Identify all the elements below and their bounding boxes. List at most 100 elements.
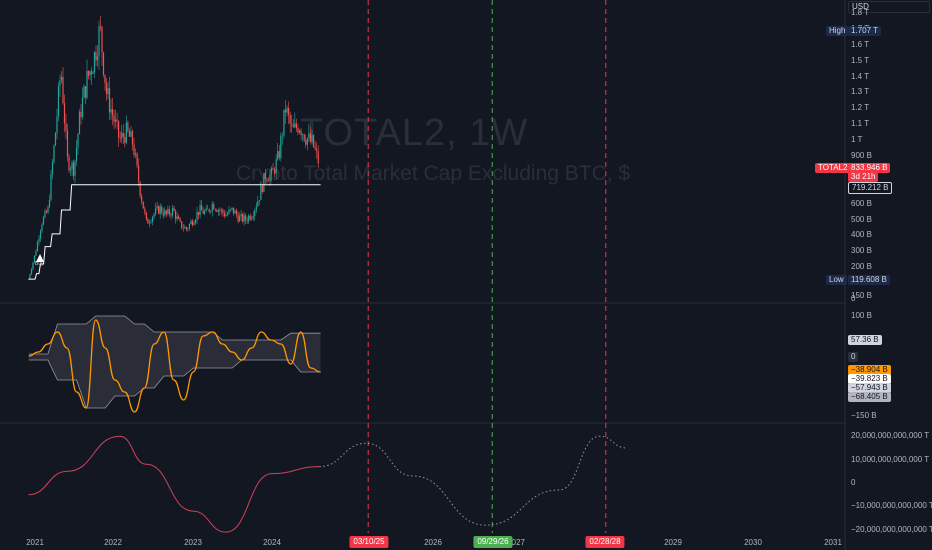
candle-body [156,206,158,209]
candle-body [234,210,236,214]
candle-body [165,210,167,214]
candle-body [191,221,194,226]
watermark-title: TOTAL2, 1W [300,112,529,154]
candle-body [38,238,40,242]
candle-body [164,210,166,216]
price-tick: 500 B [851,214,872,224]
candle-body [267,180,270,182]
candle-body [48,199,51,208]
candle-body [252,216,254,218]
candle-body [196,211,198,220]
candle-body [220,209,222,211]
candle-body [75,147,78,161]
candle-body [283,109,285,136]
candle-body [187,228,189,230]
candle-body [51,162,54,174]
candle-body [197,211,200,215]
candle-body [284,109,287,113]
candle-body [300,130,302,135]
candle-body [125,122,127,143]
candle-body [86,71,88,98]
osc-band-line [28,359,321,409]
candle-body [181,221,183,229]
candle-body [114,119,117,122]
candle-body [150,221,152,223]
candle-body [62,77,64,104]
candle-body [78,111,81,135]
candle-body [107,88,109,94]
candle-body [231,207,233,210]
candle-body [101,26,103,53]
candle-body [281,135,283,136]
candle-body [298,130,301,133]
candle-body [277,151,279,160]
candle-body [216,210,218,212]
candle-body [303,134,305,141]
candle-body [275,159,277,174]
candle-body [39,230,42,239]
candle-body [98,26,100,57]
candle-body [80,111,82,117]
cycle-line-solid [28,435,320,533]
candle-body [87,71,90,76]
candle-body [42,217,45,225]
price-tick: 900 B [851,150,872,160]
candle-body [201,204,203,211]
candle-body [272,168,274,170]
high-tag-label: High [826,26,849,36]
watermark-subtitle: Crypto Total Market Cap Excluding BTC, $ [236,162,631,185]
cycle-tick: −20,000,000,000,000 T [851,524,932,534]
osc-band1-tag: −39.823 B [848,374,891,384]
price-tick: 1.8 T [851,7,870,17]
candle-body [306,138,308,145]
candle-body [243,215,245,222]
candle-body [118,121,120,138]
candle-body [238,216,241,222]
currency-label[interactable]: USD [848,1,930,13]
candle-body [305,140,307,145]
candle-body [65,123,67,131]
price-tick: 1.1 T [851,119,870,129]
osc-tick: −150 B [851,411,877,420]
candle-body [133,144,135,155]
candle-body [142,201,144,209]
candle-body [102,52,105,75]
candle-body [33,255,36,263]
candle-body [249,215,251,220]
symbol-tag: TOTAL2 [815,163,851,173]
osc-tick: 150 B [851,291,872,300]
candle-body [145,212,147,220]
date-box-3: 02/28/28 [585,536,625,548]
candle-body [148,222,151,224]
candle-body [237,214,239,222]
candle-body [134,153,137,155]
price-tick: 400 B [851,230,872,240]
price-tick: 0 [851,294,856,303]
last-price-tag: 833.946 B [848,163,891,173]
candle-body [151,216,154,222]
candle-body [176,216,178,220]
price-tick: 1.3 T [851,87,870,97]
candle-body [84,86,87,98]
osc-zero-tag: 0 [848,352,859,362]
candle-body [147,219,149,224]
candle-body [199,204,201,215]
candle-body [60,77,63,81]
candle-body [213,204,215,210]
candle-body [47,207,49,213]
time-tick: 2021 [26,538,44,547]
candle-body [53,145,55,163]
candle-body [312,135,315,147]
candle-body [44,211,46,218]
candle-body [71,162,73,170]
time-tick: 2026 [424,538,442,547]
candle-body [57,86,60,117]
candle-body [116,119,118,122]
candle-body [211,204,213,212]
candle-body [202,210,204,214]
candle-body [153,213,155,217]
candle-body [264,173,267,180]
candle-body [235,210,238,215]
